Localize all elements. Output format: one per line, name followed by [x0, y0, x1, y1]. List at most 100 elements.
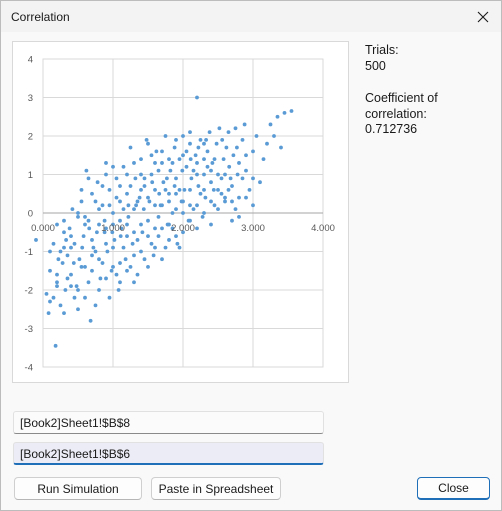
coefficient-label-line1: Coefficient of	[365, 91, 438, 105]
scatter-point	[242, 122, 247, 127]
scatter-point	[181, 199, 185, 204]
scatter-point	[202, 141, 206, 146]
scatter-point	[146, 265, 150, 269]
scatter-point	[104, 241, 108, 246]
scatter-point	[142, 176, 147, 181]
scatter-point	[212, 157, 217, 161]
scatter-point	[118, 261, 122, 265]
scatter-point	[219, 191, 224, 196]
scatter-point	[90, 238, 94, 242]
scatter-point	[74, 284, 79, 289]
scatter-point	[188, 203, 192, 208]
scatter-point	[200, 214, 205, 219]
scatter-point	[48, 249, 52, 254]
scatter-point	[227, 164, 232, 169]
scatter-point	[146, 195, 150, 200]
y-tick-label: 3	[28, 93, 33, 104]
scatter-point	[221, 157, 226, 161]
scatter-point	[87, 226, 92, 231]
scatter-point	[254, 134, 259, 138]
scatter-point	[149, 172, 154, 177]
scatter-point	[216, 207, 220, 212]
scatter-point	[69, 272, 73, 277]
scatter-point	[128, 184, 133, 188]
scatter-point	[48, 299, 52, 304]
scatter-point	[180, 168, 185, 173]
scatter-point	[104, 172, 108, 177]
scatter-point	[174, 234, 178, 239]
scatter-point	[205, 149, 210, 154]
scatter-point	[174, 137, 178, 142]
scatter-point	[153, 161, 157, 165]
scatter-point	[90, 191, 94, 196]
scatter-point	[170, 161, 175, 165]
range2-field[interactable]: [Book2]Sheet1!$B$6	[13, 442, 324, 465]
scatter-point	[188, 218, 192, 223]
scatter-point	[55, 222, 59, 227]
scatter-point	[272, 134, 276, 138]
scatter-point	[181, 230, 185, 235]
scatter-point	[240, 176, 245, 181]
scatter-point	[157, 191, 162, 196]
scatter-point	[71, 261, 76, 265]
scatter-point	[181, 153, 185, 158]
scatter-point	[93, 249, 98, 254]
scatter-point	[44, 291, 49, 296]
scatter-point	[196, 145, 201, 150]
scatter-point	[174, 176, 178, 181]
scatter-point	[153, 188, 157, 192]
scatter-point	[149, 241, 154, 246]
scatter-point	[141, 207, 146, 212]
scatter-point	[76, 214, 80, 219]
scatter-point	[118, 184, 122, 188]
paste-in-spreadsheet-button[interactable]: Paste in Spreadsheet	[151, 477, 281, 500]
scatter-point	[247, 188, 252, 192]
scatter-point	[202, 157, 206, 161]
scatter-point	[121, 207, 126, 212]
scatter-point	[210, 161, 215, 165]
scatter-point	[153, 226, 157, 231]
close-icon[interactable]	[465, 1, 501, 32]
scatter-point	[275, 114, 280, 119]
scatter-point	[188, 130, 192, 135]
scatter-point	[86, 280, 91, 285]
scatter-point	[88, 318, 93, 323]
scatter-point	[202, 188, 206, 192]
scatter-point	[90, 253, 94, 258]
scatter-point	[188, 141, 192, 146]
scatter-point	[209, 168, 213, 173]
x-tick-label: 1.000	[101, 223, 125, 234]
scatter-point	[135, 199, 140, 204]
scatter-point	[63, 288, 68, 292]
scatter-point	[80, 245, 85, 250]
scatter-point	[268, 122, 273, 127]
scatter-point	[79, 265, 84, 269]
scatter-point	[114, 176, 119, 181]
trials-value: 500	[365, 58, 386, 73]
y-tick-label: 4	[28, 55, 33, 66]
scatter-point	[167, 157, 171, 161]
y-tick-label: 0	[28, 209, 33, 220]
scatter-point	[233, 126, 238, 131]
scatter-point	[163, 134, 168, 138]
scatter-point	[65, 253, 70, 258]
scatter-point	[139, 249, 143, 254]
range1-field[interactable]: [Book2]Sheet1!$B$8	[13, 411, 324, 434]
scatter-point	[111, 211, 115, 215]
scatter-point	[125, 172, 129, 177]
run-simulation-button[interactable]: Run Simulation	[14, 477, 142, 500]
scatter-point	[172, 145, 177, 150]
scatter-point	[97, 207, 101, 212]
scatter-point	[160, 149, 164, 154]
scatter-point	[174, 191, 178, 196]
scatter-point	[231, 153, 236, 158]
scatter-point	[202, 172, 206, 177]
results-panel: Trials: 500 Coefficient of correlation: …	[365, 43, 495, 138]
scatter-point	[165, 176, 169, 181]
y-tick-label: -3	[25, 324, 33, 335]
scatter-point	[289, 109, 294, 113]
close-button[interactable]: Close	[417, 477, 490, 500]
scatter-point	[251, 203, 255, 208]
scatter-point	[175, 241, 180, 246]
scatter-point	[100, 203, 105, 208]
